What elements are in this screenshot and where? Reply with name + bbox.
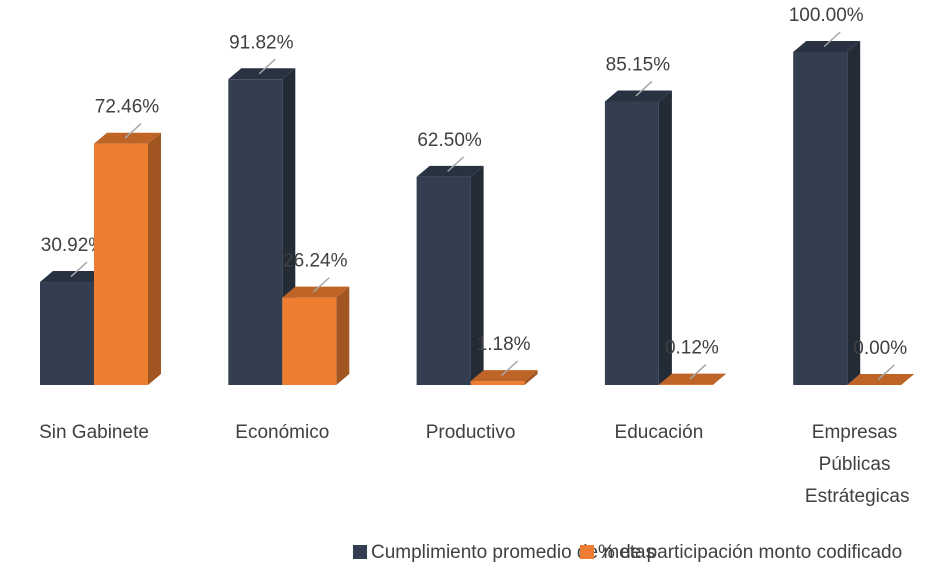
x-tick-label: Sin Gabinete (39, 422, 149, 443)
data-label: 1.18% (477, 334, 531, 355)
x-tick-label: Productivo (426, 422, 516, 443)
data-label: 72.46% (95, 97, 160, 118)
bar (416, 165, 484, 385)
data-label: 0.00% (853, 338, 907, 359)
data-label: 85.15% (606, 54, 671, 75)
bar (847, 374, 915, 385)
data-label: 62.50% (417, 130, 482, 151)
bar-top (658, 373, 726, 385)
data-label: 91.82% (229, 32, 294, 53)
bar-top (416, 165, 484, 177)
bar-top (282, 286, 350, 298)
leader-line (124, 123, 142, 139)
leader-line (635, 80, 653, 97)
data-label: 0.12% (665, 338, 719, 359)
bar-top (470, 370, 538, 382)
bar-side (712, 373, 726, 385)
bar-front (470, 381, 525, 385)
bar-side (148, 132, 161, 385)
legend-label: % de participación monto codificado (598, 542, 902, 563)
x-tick-label: Económico (235, 422, 329, 443)
bar (282, 286, 350, 385)
bar (658, 373, 726, 385)
bar-top (94, 132, 161, 144)
bar-front (793, 52, 848, 385)
bar (470, 370, 538, 385)
bar-side (470, 165, 484, 385)
bar-front (40, 282, 94, 385)
leader-line (312, 277, 330, 293)
data-label: 26.24% (283, 251, 348, 272)
bar-top (40, 271, 107, 283)
bar (793, 41, 861, 385)
leader-line (877, 364, 895, 381)
leader-line (70, 261, 88, 278)
data-label: 100.00% (789, 5, 864, 26)
leader-line (501, 360, 519, 377)
bar (94, 132, 161, 385)
bar-front (604, 101, 659, 385)
leader-line (823, 31, 841, 48)
bar-side (847, 41, 861, 385)
bar-front (228, 79, 283, 385)
data-label: 30.92% (41, 235, 106, 256)
bar-side (658, 90, 672, 385)
bar-side (524, 370, 538, 385)
x-tick-label: Educación (615, 422, 704, 443)
legend-swatch (580, 545, 594, 559)
legend-swatch (353, 545, 367, 559)
leader-line (689, 364, 707, 380)
bar (604, 90, 672, 385)
bar-top (604, 90, 672, 102)
bar-front (94, 143, 148, 385)
bar-top (847, 374, 915, 385)
bar-top (228, 68, 296, 80)
bar-top (793, 41, 861, 52)
bar-side (336, 286, 350, 385)
leader-line (447, 156, 465, 172)
bar-front (416, 176, 471, 385)
x-tick-label: Empresas Públicas Estrátegicas (805, 422, 910, 507)
leader-line (258, 58, 276, 75)
bar-front (282, 297, 337, 385)
